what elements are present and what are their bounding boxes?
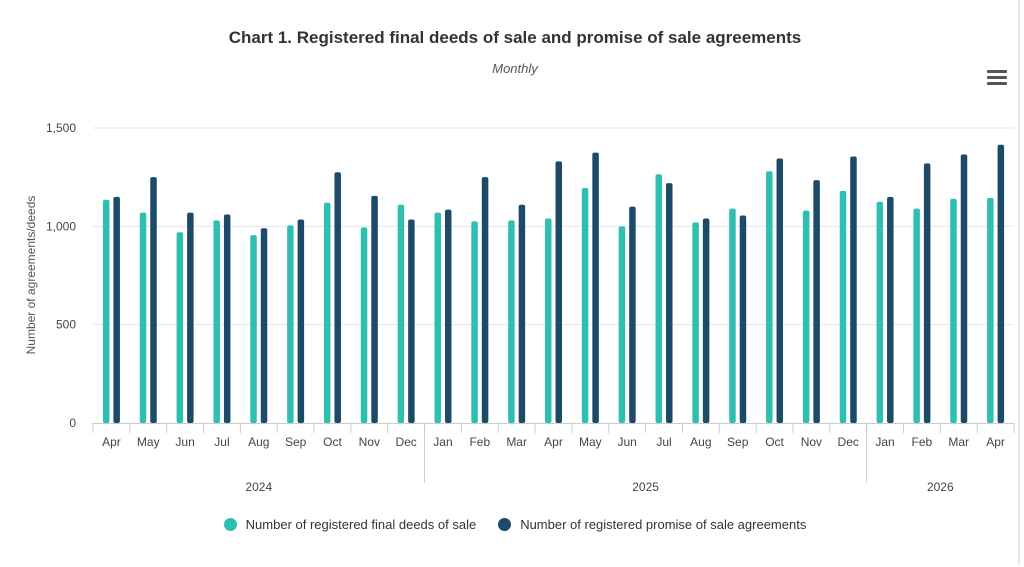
bar-promise-agreements[interactable] (666, 183, 673, 423)
y-axis-label: Number of agreements/deeds (24, 196, 38, 355)
bar-promise-agreements[interactable] (997, 144, 1005, 423)
bar-final-deeds[interactable] (766, 171, 773, 423)
bar-final-deeds[interactable] (618, 226, 626, 423)
y-tick-label: 500 (56, 318, 76, 332)
y-tick-label: 1,500 (46, 121, 76, 135)
year-label: 2024 (245, 480, 272, 494)
bar-final-deeds[interactable] (692, 222, 699, 423)
x-tick-label: May (137, 435, 160, 449)
bar-final-deeds[interactable] (434, 212, 441, 423)
bar-promise-agreements[interactable] (113, 196, 120, 423)
x-tick-label: Mar (506, 435, 527, 449)
chart-title: Chart 1. Registered final deeds of sale … (228, 28, 802, 47)
bar-final-deeds[interactable] (802, 210, 810, 423)
x-tick-label: May (579, 435, 602, 449)
x-tick-label: Dec (838, 435, 859, 449)
x-tick-label: Aug (248, 435, 269, 449)
bar-final-deeds[interactable] (139, 212, 147, 423)
bar-final-deeds[interactable] (950, 198, 957, 423)
year-label: 2025 (632, 480, 659, 494)
x-tick-label: Feb (912, 435, 933, 449)
bar-promise-agreements[interactable] (408, 219, 415, 423)
x-tick-label: Apr (544, 435, 563, 449)
bar-promise-agreements[interactable] (850, 156, 857, 423)
bar-final-deeds[interactable] (471, 221, 478, 423)
bar-final-deeds[interactable] (581, 187, 589, 423)
x-tick-label: Jul (214, 435, 229, 449)
bar-promise-agreements[interactable] (187, 212, 194, 423)
bar-promise-agreements[interactable] (776, 158, 784, 423)
bar-promise-agreements[interactable] (444, 209, 452, 423)
bar-final-deeds[interactable] (987, 197, 994, 423)
year-label: 2026 (927, 480, 954, 494)
x-tick-label: Oct (323, 435, 342, 449)
bar-final-deeds[interactable] (176, 232, 184, 423)
x-tick-label: Sep (285, 435, 307, 449)
bar-final-deeds[interactable] (323, 202, 331, 423)
bar-promise-agreements[interactable] (518, 204, 526, 423)
bar-final-deeds[interactable] (102, 199, 110, 423)
bar-final-deeds[interactable] (397, 204, 405, 423)
x-tick-label: Mar (948, 435, 969, 449)
legend-label-promise-agreements: Number of registered promise of sale agr… (520, 517, 807, 532)
x-tick-label: Aug (690, 435, 711, 449)
bar-promise-agreements[interactable] (150, 177, 157, 423)
hamburger-menu-icon[interactable] (986, 68, 1008, 88)
bar-promise-agreements[interactable] (223, 214, 231, 423)
bar-final-deeds[interactable] (250, 235, 257, 423)
bar-promise-agreements[interactable] (592, 152, 599, 424)
legend-label-final-deeds: Number of registered final deeds of sale (245, 517, 477, 532)
bar-promise-agreements[interactable] (334, 172, 341, 423)
x-tick-label: Nov (359, 435, 380, 449)
legend-dot-promise-agreements (498, 518, 512, 531)
bar-final-deeds[interactable] (876, 201, 884, 423)
x-tick-label: Dec (395, 435, 416, 449)
x-tick-label: Oct (765, 435, 784, 449)
bar-promise-agreements[interactable] (887, 196, 894, 423)
chart-legend: Number of registered final deeds of sale… (0, 517, 1024, 532)
bar-promise-agreements[interactable] (481, 177, 489, 423)
bar-final-deeds[interactable] (729, 208, 736, 423)
bar-promise-agreements[interactable] (739, 215, 747, 423)
bar-promise-agreements[interactable] (555, 161, 563, 423)
x-tick-label: Jan (875, 435, 894, 449)
x-tick-label: Sep (727, 435, 749, 449)
x-tick-label: Jul (656, 435, 671, 449)
bar-promise-agreements[interactable] (923, 163, 931, 423)
bar-final-deeds[interactable] (913, 208, 920, 423)
bar-chart: Number of agreements/deeds 0 500 1,000 1,50… (24, 121, 1015, 494)
bar-promise-agreements[interactable] (260, 228, 268, 423)
legend-dot-final-deeds (223, 518, 237, 531)
legend-item-final-deeds[interactable]: Number of registered final deeds of sale (223, 517, 477, 532)
legend-item-promise-agreements[interactable]: Number of registered promise of sale agr… (498, 517, 806, 532)
x-tick-label: Apr (986, 435, 1005, 449)
bar-final-deeds[interactable] (839, 190, 847, 423)
bar-promise-agreements[interactable] (813, 180, 820, 423)
bar-final-deeds[interactable] (287, 225, 294, 423)
bar-promise-agreements[interactable] (629, 206, 636, 423)
bar-promise-agreements[interactable] (297, 219, 305, 423)
x-tick-label: Apr (102, 435, 121, 449)
x-tick-label: Nov (801, 435, 822, 449)
bar-promise-agreements[interactable] (960, 154, 968, 424)
bar-promise-agreements[interactable] (371, 195, 378, 423)
bar-final-deeds[interactable] (655, 174, 663, 423)
x-tick-label: Jun (618, 435, 637, 449)
y-tick-label: 0 (69, 416, 76, 430)
chart-subtitle: Monthly (492, 61, 538, 76)
bar-final-deeds[interactable] (360, 227, 368, 423)
x-tick-label: Jun (175, 435, 194, 449)
x-tick-label: Feb (469, 435, 490, 449)
bar-final-deeds[interactable] (508, 220, 515, 423)
x-tick-label: Jan (433, 435, 452, 449)
bar-final-deeds[interactable] (213, 220, 220, 423)
bar-promise-agreements[interactable] (702, 218, 710, 423)
y-tick-label: 1,000 (46, 219, 76, 233)
bar-final-deeds[interactable] (545, 218, 552, 423)
